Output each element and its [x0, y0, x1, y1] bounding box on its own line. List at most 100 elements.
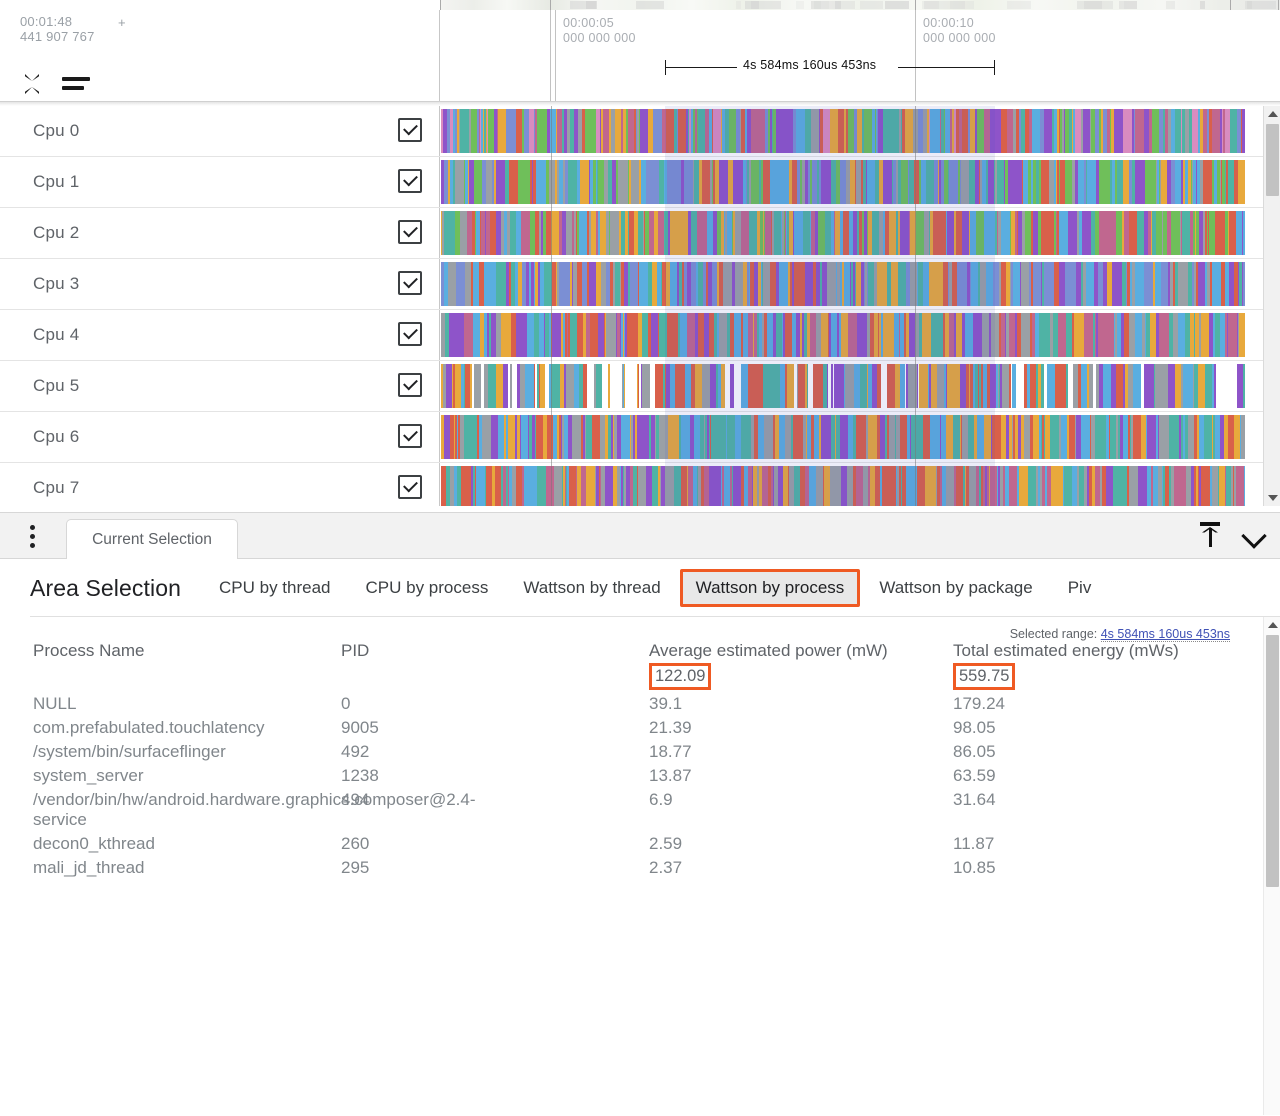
track-slice: [721, 211, 725, 255]
scrollbar-thumb[interactable]: [1266, 124, 1279, 196]
track-slice: [566, 466, 568, 506]
track-slice: [1204, 364, 1213, 408]
track-shell[interactable]: Cpu 0: [0, 106, 440, 156]
track-shell[interactable]: Cpu 6: [0, 412, 440, 462]
tab-wattson-by-thread[interactable]: Wattson by thread: [523, 578, 661, 597]
track-slice: [1046, 364, 1052, 408]
track-checkbox-cpu-3[interactable]: [398, 271, 422, 295]
overview-minimap[interactable]: [440, 0, 1280, 10]
track-shell[interactable]: Cpu 4: [0, 310, 440, 360]
track-slice: [980, 160, 983, 204]
tab-wattson-by-package[interactable]: Wattson by package: [879, 578, 1033, 597]
track-checkbox-cpu-6[interactable]: [398, 424, 422, 448]
track-slice: [1199, 466, 1202, 506]
scroll-down-arrow[interactable]: [1264, 490, 1280, 506]
track-slice: [1153, 364, 1156, 408]
track-slice: [712, 109, 714, 153]
track-slice: [1144, 313, 1147, 357]
col-header-average-power[interactable]: Average estimated power (mW): [649, 641, 888, 660]
track-shell[interactable]: Cpu 1: [0, 157, 440, 207]
table-row[interactable]: com.prefabulated.touchlatency 9005 21.39 98…: [0, 716, 1261, 740]
track-checkbox-cpu-4[interactable]: [398, 322, 422, 346]
table-row[interactable]: decon0_kthread 260 2.59 11.87: [0, 832, 1261, 856]
col-header-total-energy[interactable]: Total estimated energy (mWs): [953, 641, 1179, 660]
track-shell[interactable]: Cpu 7: [0, 463, 440, 506]
track-slice: [832, 364, 835, 408]
track-shell[interactable]: Cpu 3: [0, 259, 440, 309]
col-header-pid[interactable]: PID: [341, 641, 370, 660]
track-slices[interactable]: [441, 313, 1245, 357]
collapse-all-icon[interactable]: [22, 72, 44, 96]
track-slice: [749, 262, 751, 306]
track-row[interactable]: Cpu 1: [0, 157, 1280, 208]
track-slices[interactable]: [441, 415, 1245, 459]
tab-wattson-by-process[interactable]: Wattson by process: [679, 569, 861, 607]
track-slice: [880, 415, 886, 459]
kebab-menu-icon[interactable]: [30, 525, 36, 549]
track-slice: [486, 466, 489, 506]
track-shell[interactable]: Cpu 2: [0, 208, 440, 258]
track-checkbox-cpu-5[interactable]: [398, 373, 422, 397]
track-slice: [991, 415, 1002, 459]
table-row[interactable]: NULL 0 39.1 179.24: [0, 692, 1261, 716]
tick-time: 00:00:10: [923, 16, 975, 30]
track-checkbox-cpu-7[interactable]: [398, 475, 422, 499]
tab-current-selection[interactable]: Current Selection: [66, 519, 238, 560]
track-slice: [1192, 262, 1195, 306]
table-scroll-up-arrow[interactable]: [1264, 617, 1280, 633]
table-row[interactable]: /system/bin/surfaceflinger 492 18.77 86.05: [0, 740, 1261, 764]
expand-up-icon[interactable]: [1196, 519, 1224, 549]
track-row[interactable]: Cpu 7: [0, 463, 1280, 506]
track-row[interactable]: Cpu 4: [0, 310, 1280, 361]
track-slices[interactable]: [441, 466, 1245, 506]
track-slices[interactable]: [441, 364, 1245, 408]
track-row[interactable]: Cpu 6: [0, 412, 1280, 463]
track-slice: [716, 466, 722, 506]
track-checkbox-cpu-2[interactable]: [398, 220, 422, 244]
track-slice: [555, 160, 558, 204]
table-vertical-scrollbar[interactable]: [1263, 617, 1280, 1115]
track-row[interactable]: Cpu 0: [0, 106, 1280, 157]
track-slice: [928, 364, 932, 408]
selected-range-value[interactable]: 4s 584ms 160us 453ns: [1100, 627, 1230, 642]
track-checkbox-cpu-0[interactable]: [398, 118, 422, 142]
timeline-vertical-scrollbar[interactable]: [1263, 106, 1280, 506]
track-row[interactable]: Cpu 2: [0, 208, 1280, 259]
track-slice: [700, 466, 705, 506]
track-slices[interactable]: [441, 109, 1245, 153]
scroll-up-arrow[interactable]: [1264, 106, 1280, 122]
track-slice: [950, 466, 955, 506]
track-slice: [726, 466, 731, 506]
track-slice: [1214, 313, 1221, 357]
table-row[interactable]: mali_jd_thread 295 2.37 10.85: [0, 856, 1261, 880]
table-row[interactable]: system_server 1238 13.87 63.59: [0, 764, 1261, 788]
timeline-header-right[interactable]: 00:00:05 000 000 000 00:00:10 000 000 000 4s…: [440, 10, 1280, 102]
table-row[interactable]: /vendor/bin/hw/android.hardware.graphics…: [0, 788, 1261, 832]
track-slice: [589, 160, 591, 204]
track-slices[interactable]: [441, 262, 1245, 306]
track-slice: [686, 466, 689, 506]
track-slice: [1177, 262, 1189, 306]
track-filter-icon[interactable]: [62, 75, 90, 93]
table-scrollbar-thumb[interactable]: [1266, 635, 1279, 887]
track-slice: [905, 313, 910, 357]
track-slice: [656, 415, 660, 459]
track-slices[interactable]: [441, 160, 1245, 204]
track-shell[interactable]: Cpu 5: [0, 361, 440, 411]
track-slice: [762, 313, 765, 357]
track-slice: [659, 313, 668, 357]
track-checkbox-cpu-1[interactable]: [398, 169, 422, 193]
track-slices[interactable]: [441, 211, 1245, 255]
track-slice: [788, 466, 791, 506]
track-row[interactable]: Cpu 5: [0, 361, 1280, 412]
tab-piv[interactable]: Piv: [1067, 578, 1092, 597]
track-slice: [507, 211, 511, 255]
track-slice: [712, 262, 718, 306]
timestamp-plus[interactable]: +: [118, 15, 126, 30]
tab-cpu-by-process[interactable]: CPU by process: [365, 578, 489, 597]
track-row[interactable]: Cpu 3: [0, 259, 1280, 310]
col-header-process-name[interactable]: Process Name: [33, 641, 145, 660]
chevron-down-icon[interactable]: [1238, 519, 1268, 549]
track-slice: [722, 109, 726, 153]
tab-cpu-by-thread[interactable]: CPU by thread: [219, 578, 331, 597]
